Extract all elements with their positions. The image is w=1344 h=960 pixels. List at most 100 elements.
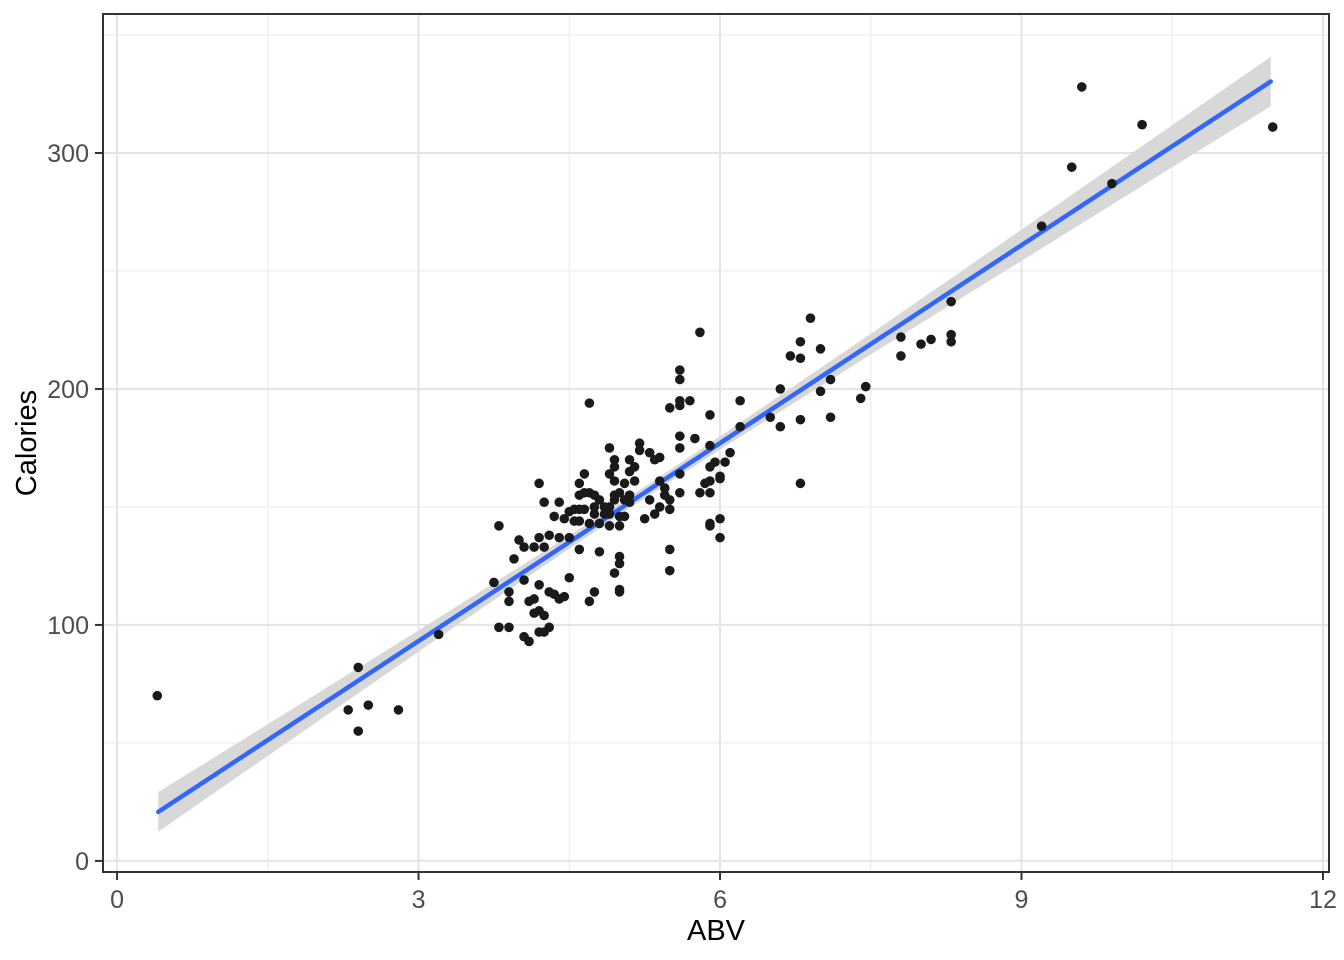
data-point bbox=[504, 622, 514, 633]
data-point bbox=[549, 511, 560, 522]
data-point bbox=[715, 471, 725, 482]
data-point bbox=[705, 487, 715, 498]
data-point bbox=[564, 532, 575, 543]
data-point bbox=[644, 447, 655, 458]
data-point bbox=[564, 572, 575, 583]
data-point bbox=[659, 483, 670, 493]
data-point bbox=[735, 395, 745, 406]
data-point bbox=[594, 495, 605, 505]
data-point bbox=[860, 381, 871, 392]
data-point bbox=[579, 469, 590, 479]
data-point bbox=[675, 443, 685, 453]
data-point bbox=[584, 596, 595, 607]
data-point bbox=[735, 421, 745, 432]
data-point bbox=[644, 495, 655, 505]
data-point bbox=[604, 469, 615, 479]
data-point bbox=[785, 351, 796, 361]
data-point bbox=[554, 532, 565, 543]
data-point bbox=[896, 351, 906, 361]
data-point bbox=[559, 513, 570, 524]
data-point bbox=[815, 344, 826, 354]
data-point bbox=[1076, 82, 1087, 92]
axis-tick-labels: 0 3 6 9 12 0 100 200 300 bbox=[47, 140, 1337, 914]
data-point bbox=[855, 393, 866, 404]
data-point bbox=[494, 521, 504, 531]
data-point bbox=[529, 542, 539, 552]
data-point bbox=[695, 487, 705, 498]
data-point bbox=[664, 544, 675, 555]
data-point bbox=[544, 530, 554, 541]
data-point bbox=[509, 554, 519, 564]
data-point bbox=[614, 551, 625, 562]
data-point bbox=[639, 513, 650, 524]
data-point bbox=[614, 558, 625, 569]
data-point bbox=[715, 532, 725, 543]
data-point bbox=[554, 497, 565, 508]
data-point bbox=[544, 622, 554, 633]
data-point bbox=[795, 478, 806, 489]
data-point bbox=[514, 535, 524, 545]
data-point bbox=[946, 296, 956, 307]
data-point bbox=[815, 386, 826, 397]
x-tick-label: 0 bbox=[110, 886, 124, 914]
data-point bbox=[624, 454, 635, 465]
data-point bbox=[725, 447, 735, 458]
data-point bbox=[539, 542, 549, 552]
data-point bbox=[664, 565, 675, 576]
data-point bbox=[574, 478, 585, 489]
data-point bbox=[675, 374, 685, 385]
data-point bbox=[675, 487, 685, 498]
data-point bbox=[624, 497, 635, 508]
y-tick-label: 100 bbox=[47, 612, 89, 640]
data-point bbox=[589, 509, 600, 519]
data-point bbox=[634, 445, 645, 456]
x-axis-title: ABV bbox=[687, 915, 746, 947]
data-point bbox=[720, 457, 730, 467]
y-tick-label: 0 bbox=[75, 848, 89, 876]
data-point bbox=[539, 497, 549, 508]
data-point bbox=[1036, 221, 1047, 231]
data-point bbox=[494, 622, 504, 633]
data-point bbox=[489, 577, 499, 588]
data-points-layer bbox=[152, 82, 1278, 736]
data-point bbox=[675, 469, 685, 479]
data-point bbox=[946, 336, 956, 347]
data-point bbox=[614, 487, 625, 498]
data-point bbox=[765, 412, 776, 423]
data-point bbox=[825, 412, 836, 423]
data-point bbox=[629, 462, 640, 472]
data-point bbox=[609, 476, 620, 486]
data-point bbox=[685, 395, 695, 406]
data-point bbox=[609, 462, 620, 472]
data-point bbox=[705, 440, 715, 451]
data-point bbox=[775, 421, 786, 432]
data-point bbox=[654, 476, 665, 486]
data-point bbox=[715, 513, 725, 524]
data-point bbox=[393, 705, 404, 715]
data-point bbox=[896, 332, 906, 342]
data-point bbox=[574, 516, 585, 526]
data-point bbox=[825, 374, 836, 385]
data-point bbox=[1137, 119, 1147, 130]
data-point bbox=[589, 587, 600, 597]
data-point bbox=[634, 438, 645, 449]
data-point bbox=[675, 365, 685, 375]
data-point bbox=[604, 521, 615, 531]
data-point bbox=[584, 398, 595, 408]
data-point bbox=[624, 490, 635, 500]
data-point bbox=[574, 544, 585, 555]
data-point bbox=[795, 353, 806, 364]
data-point bbox=[152, 690, 163, 701]
data-point bbox=[353, 726, 364, 736]
data-point bbox=[1267, 122, 1278, 132]
data-point bbox=[604, 502, 615, 512]
data-point bbox=[604, 509, 615, 519]
data-point bbox=[629, 476, 640, 486]
data-point bbox=[619, 478, 630, 489]
data-point bbox=[579, 504, 590, 515]
x-tick-label: 3 bbox=[412, 886, 426, 914]
data-point bbox=[609, 568, 620, 578]
x-tick-label: 6 bbox=[713, 886, 727, 914]
data-point bbox=[343, 705, 354, 715]
